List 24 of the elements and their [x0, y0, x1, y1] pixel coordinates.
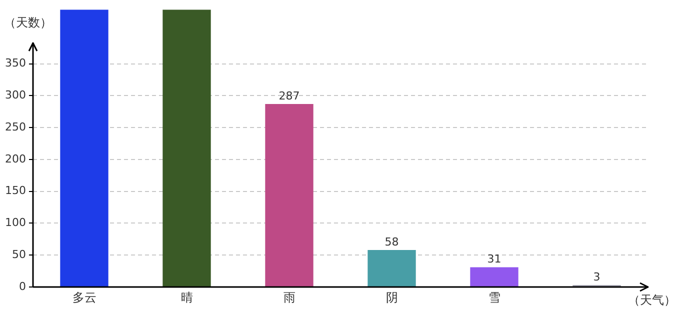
- bar: [265, 104, 314, 286]
- bar: [162, 10, 211, 286]
- y-tick-label: 0: [19, 280, 26, 293]
- y-tick-label: 50: [12, 248, 26, 261]
- bar: [368, 250, 416, 286]
- data-label: 3: [593, 270, 600, 284]
- x-tick-label: 晴: [180, 290, 193, 304]
- bar: [470, 267, 518, 286]
- y-tick-label: 350: [5, 56, 26, 70]
- y-tick-label: 300: [5, 88, 26, 102]
- y-axis-title: （天数）: [4, 16, 52, 30]
- y-tick-label: 150: [5, 184, 26, 198]
- data-label: 58: [384, 235, 399, 248]
- y-tick-label: 250: [5, 120, 26, 134]
- x-tick-label: 多云: [72, 290, 96, 304]
- y-tick-label: 200: [5, 152, 26, 166]
- x-tick-label: 阴: [386, 290, 398, 304]
- y-tick-label: 100: [5, 216, 26, 230]
- x-tick-label: 雪: [488, 290, 500, 304]
- x-axis-title: （天气）: [628, 293, 676, 308]
- data-label: 31: [487, 252, 502, 266]
- data-label: 287: [278, 89, 300, 102]
- bar: [60, 10, 108, 286]
- x-tick-label: 雨: [283, 290, 296, 304]
